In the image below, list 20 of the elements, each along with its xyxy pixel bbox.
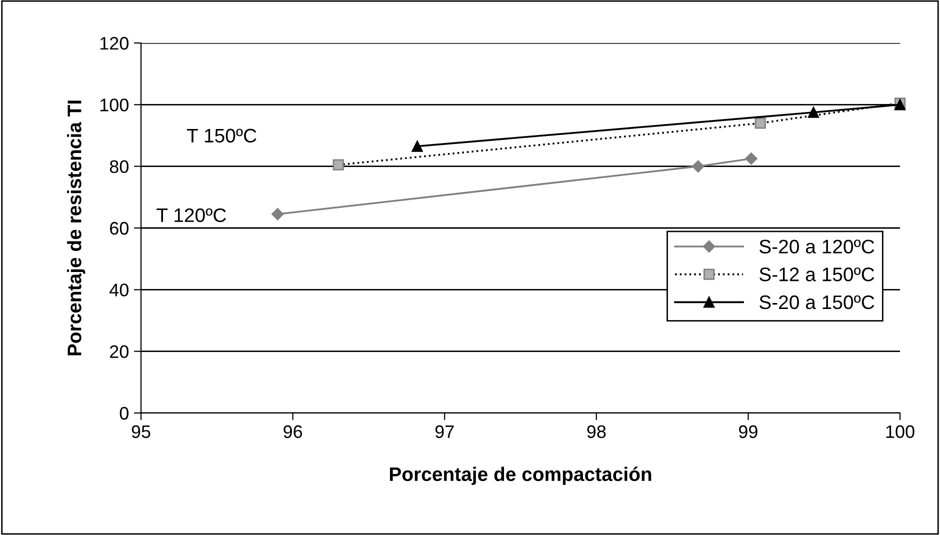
y-tick-label: 20 <box>110 345 128 358</box>
y-tick-label: 100 <box>100 98 128 112</box>
y-axis-title: Porcentaje de resistencia TI <box>67 100 86 356</box>
legend-label: S-20 a 120ºC <box>760 240 874 254</box>
x-tick-label: 98 <box>587 425 606 438</box>
y-tick-label: 0 <box>120 406 128 420</box>
legend-label: S-20 a 150ºC <box>760 295 874 310</box>
x-tick-label: 95 <box>132 425 150 438</box>
y-tick-label: 80 <box>110 160 128 174</box>
annotation: T 120ºC <box>156 208 226 222</box>
x-tick-label: 97 <box>435 425 454 438</box>
y-tick-label: 120 <box>100 36 128 50</box>
annotation: T 150ºC <box>186 128 256 143</box>
x-tick-label: 99 <box>739 425 758 438</box>
x-axis-title: Porcentaje de compactación <box>390 466 652 485</box>
y-tick-label: 60 <box>110 222 128 235</box>
x-tick-label: 100 <box>886 425 914 438</box>
legend-label: S-12 a 150ºC <box>760 268 874 282</box>
x-tick-label: 96 <box>284 425 302 438</box>
y-tick-label: 40 <box>110 284 128 296</box>
